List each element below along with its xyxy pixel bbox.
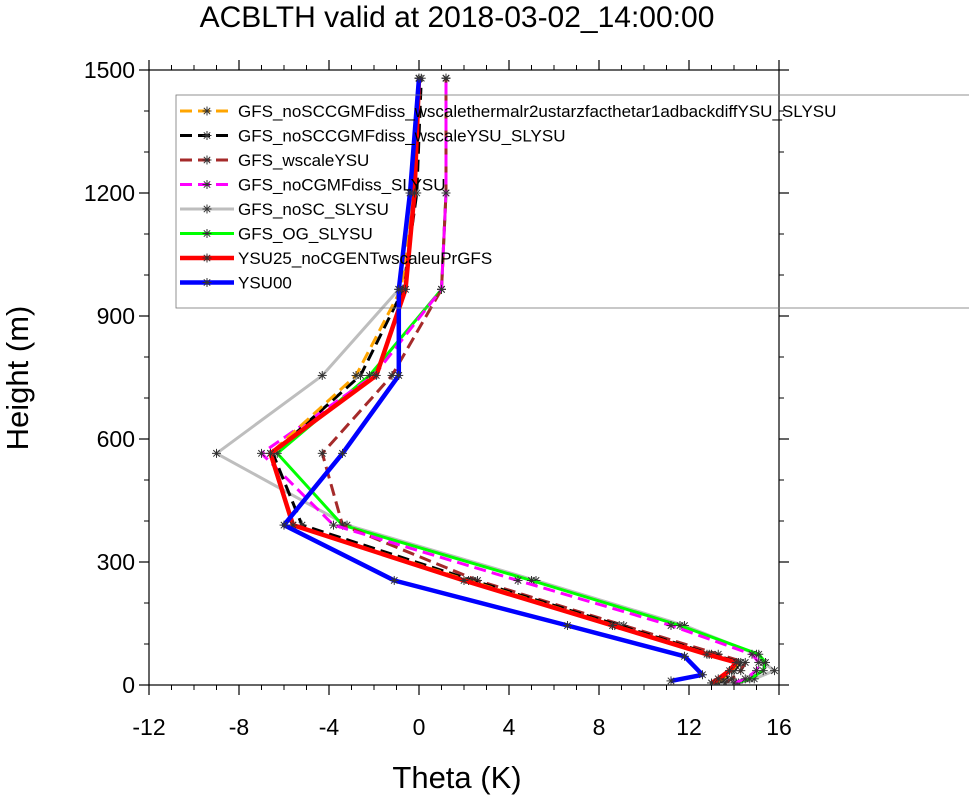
x-tick-label: 16 bbox=[766, 714, 792, 740]
legend-label: GFS_OG_SLYSU bbox=[238, 225, 373, 244]
series-2 bbox=[317, 73, 750, 685]
data-point bbox=[338, 448, 347, 458]
y-tick-label: 900 bbox=[97, 303, 135, 329]
data-point bbox=[754, 649, 764, 659]
data-point bbox=[666, 621, 676, 631]
legend-marker bbox=[202, 131, 212, 140]
plot-area bbox=[148, 69, 780, 686]
legend-marker bbox=[202, 155, 212, 165]
data-point bbox=[563, 621, 572, 631]
y-tick-label: 600 bbox=[97, 426, 135, 452]
legend-marker bbox=[202, 180, 212, 189]
legend-marker bbox=[202, 204, 212, 214]
legend-entry: GFS_OG_SLYSU bbox=[180, 225, 373, 244]
data-point bbox=[608, 621, 617, 631]
data-point bbox=[513, 575, 523, 585]
y-tick-label: 1500 bbox=[84, 57, 135, 83]
data-point bbox=[725, 666, 734, 676]
data-point bbox=[752, 666, 761, 676]
legend-label: GFS_noSCCGMFdiss_wscalethermalr2ustarzfa… bbox=[238, 102, 836, 121]
data-point bbox=[212, 448, 221, 458]
y-tick-label: 300 bbox=[97, 549, 135, 575]
data-point bbox=[405, 188, 415, 198]
data-point bbox=[394, 284, 404, 294]
data-point bbox=[702, 649, 712, 659]
data-point bbox=[713, 674, 723, 684]
x-tick-label: -12 bbox=[132, 714, 165, 740]
legend-entry: GFS_noSCCGMFdiss_wscaleYSU_SLYSU bbox=[180, 127, 566, 146]
legend-entry: GFS_noCGMFdiss_SLYSU bbox=[180, 176, 446, 195]
data-point bbox=[731, 657, 741, 667]
y-axis-label: Height (m) bbox=[0, 306, 35, 451]
series-6 bbox=[266, 73, 741, 685]
legend-entry: YSU25_noCGENTwscaleuPrGFS bbox=[180, 249, 492, 268]
data-point bbox=[707, 678, 716, 685]
data-point bbox=[698, 670, 707, 680]
data-point bbox=[666, 676, 676, 685]
data-point bbox=[317, 370, 327, 380]
legend-entry: YSU00 bbox=[180, 274, 292, 293]
data-point bbox=[257, 448, 266, 458]
data-point bbox=[754, 657, 764, 667]
legend-label: GFS_noSCCGMFdiss_wscaleYSU_SLYSU bbox=[238, 127, 566, 146]
legend-marker bbox=[202, 106, 212, 116]
legend-label: GFS_noCGMFdiss_SLYSU bbox=[238, 176, 446, 195]
legend-entry: GFS_wscaleYSU bbox=[180, 151, 369, 170]
data-point bbox=[317, 448, 327, 458]
legend: GFS_noSCCGMFdiss_wscalethermalr2ustarzfa… bbox=[175, 94, 969, 309]
x-tick-label: -8 bbox=[229, 714, 249, 740]
data-point bbox=[329, 520, 338, 530]
x-axis: -12 -8 -4 0 4 8 12 16 bbox=[132, 60, 792, 740]
x-tick-label: 8 bbox=[593, 714, 606, 740]
data-point bbox=[740, 674, 750, 684]
legend-label: YSU25_noCGENTwscaleuPrGFS bbox=[238, 249, 492, 268]
legend-label: YSU00 bbox=[238, 274, 292, 293]
data-point bbox=[747, 649, 757, 659]
data-point bbox=[279, 520, 289, 530]
data-point bbox=[729, 678, 739, 685]
legend-entry: GFS_noSCCGMFdiss_wscalethermalr2ustarzfa… bbox=[180, 102, 836, 121]
data-point bbox=[441, 188, 451, 198]
x-tick-label: 0 bbox=[413, 714, 426, 740]
legend-entry: GFS_noSC_SLYSU bbox=[180, 200, 389, 219]
chart-title: ACBLTH valid at 2018-03-02_14:00:00 bbox=[200, 1, 715, 34]
x-tick-label: -4 bbox=[319, 714, 340, 740]
legend-marker bbox=[202, 278, 212, 287]
legend-label: GFS_noSC_SLYSU bbox=[238, 200, 389, 219]
data-point bbox=[371, 370, 381, 380]
legend-box bbox=[175, 94, 969, 309]
y-axis: 0 300 600 900 1200 1500 bbox=[84, 57, 789, 698]
y-tick-label: 0 bbox=[122, 672, 135, 698]
data-point bbox=[389, 575, 399, 585]
series-3 bbox=[257, 73, 764, 685]
data-point bbox=[414, 73, 424, 83]
y-tick-label: 1200 bbox=[84, 180, 135, 206]
data-point bbox=[441, 73, 451, 83]
x-tick-label: 4 bbox=[503, 714, 516, 740]
data-point bbox=[770, 666, 779, 676]
data-point bbox=[351, 370, 361, 380]
legend-marker bbox=[202, 253, 212, 263]
legend-label: GFS_wscaleYSU bbox=[238, 151, 369, 170]
x-axis-label: Theta (K) bbox=[392, 760, 521, 795]
data-point bbox=[266, 448, 275, 458]
data-point bbox=[675, 621, 685, 631]
legend-marker bbox=[202, 229, 212, 238]
data-point bbox=[459, 575, 469, 585]
series-7 bbox=[279, 73, 707, 685]
data-point bbox=[680, 651, 689, 661]
series-line bbox=[320, 78, 747, 685]
data-point bbox=[437, 284, 446, 294]
x-tick-label: 12 bbox=[676, 714, 702, 740]
data-point bbox=[758, 666, 768, 676]
data-point bbox=[394, 370, 404, 380]
